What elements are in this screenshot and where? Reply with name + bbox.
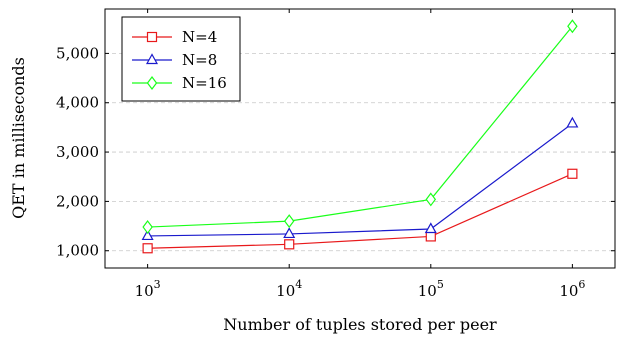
plot-series	[141, 19, 579, 254]
data-point-n8	[424, 222, 437, 234]
grid-lines	[105, 53, 615, 252]
legend-marker-square	[146, 31, 158, 43]
x-tick-label: 106	[559, 278, 585, 300]
legend-marker-triangle	[145, 53, 159, 65]
data-point-n16	[142, 220, 153, 235]
y-tick-label: 2,000	[56, 192, 99, 210]
x-tick-label: 104	[276, 278, 302, 300]
legend-marker-diamond	[146, 76, 158, 90]
series-line-n8	[147, 122, 573, 237]
data-point-n16	[283, 214, 295, 229]
data-point-n16	[567, 19, 578, 34]
data-point-n4	[567, 168, 578, 179]
x-axis: 103 104 105 106	[135, 9, 585, 300]
series-n8	[141, 116, 579, 241]
y-axis: 1,000 2,000 3,000 4,000 5,000	[56, 44, 615, 260]
data-point-n4	[284, 239, 295, 250]
x-axis-title: Number of tuples stored per peer	[223, 315, 497, 334]
legend-item-n8: N=8	[132, 51, 217, 69]
legend-item-n16: N=16	[132, 74, 227, 92]
plot-frame	[104, 8, 616, 269]
y-axis-title: QET in milliseconds	[9, 57, 28, 219]
data-point-n8	[141, 229, 154, 241]
series-n4	[142, 168, 578, 254]
series-line-n4	[147, 173, 573, 249]
legend-label: N=8	[182, 51, 217, 69]
legend-label: N=4	[182, 28, 217, 46]
data-point-n16	[425, 192, 437, 207]
data-point-n4	[425, 231, 436, 242]
data-point-n8	[566, 116, 579, 128]
y-tick-label: 5,000	[56, 44, 99, 62]
x-tick-label: 105	[418, 278, 444, 300]
legend: N=4 N=8 N=16	[121, 16, 241, 102]
data-point-n8	[283, 227, 296, 239]
legend-label: N=16	[182, 74, 227, 92]
series-n16	[142, 19, 578, 235]
legend-item-n4: N=4	[132, 28, 217, 46]
series-line-n16	[147, 25, 573, 228]
y-tick-label: 1,000	[56, 242, 99, 260]
x-tick-label: 103	[135, 278, 161, 300]
data-point-n4	[142, 243, 153, 254]
legend-box	[121, 16, 241, 102]
y-tick-label: 4,000	[56, 94, 99, 112]
y-tick-label: 3,000	[56, 143, 99, 161]
